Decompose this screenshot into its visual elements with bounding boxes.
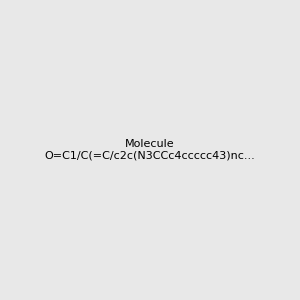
- Text: Molecule
O=C1/C(=C/c2c(N3CCc4ccccc43)nc...: Molecule O=C1/C(=C/c2c(N3CCc4ccccc43)nc.…: [45, 139, 255, 161]
